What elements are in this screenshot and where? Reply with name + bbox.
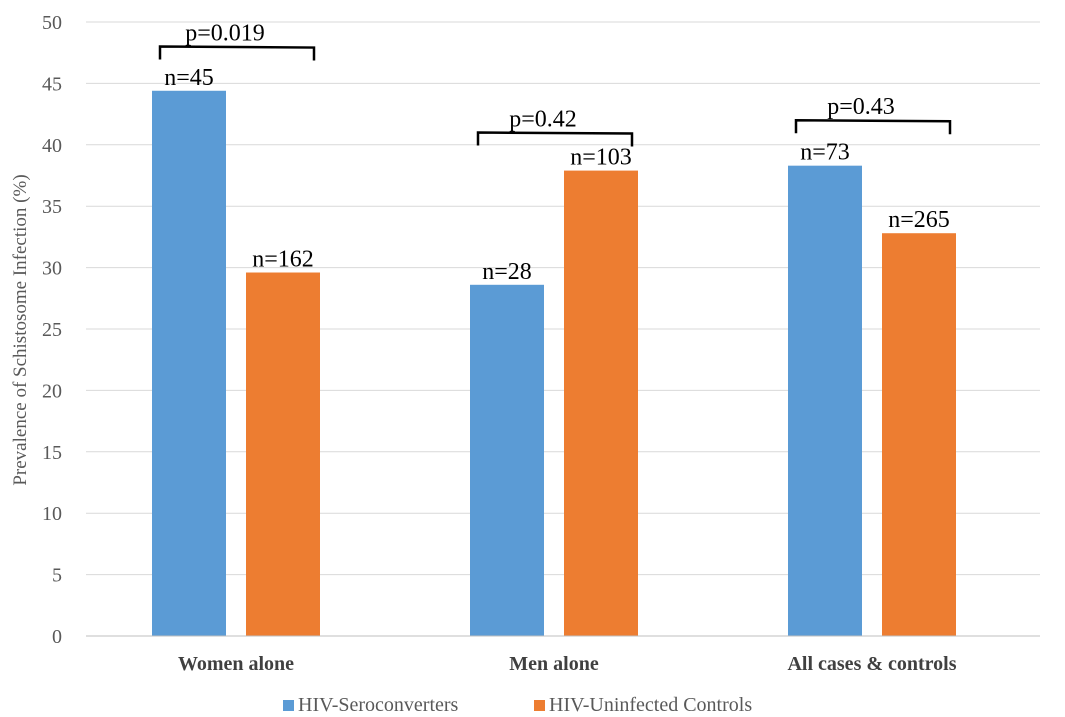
- y-tick-label: 15: [42, 442, 62, 464]
- significance-bracket: [794, 118, 952, 135]
- y-tick-label: 0: [52, 626, 62, 648]
- y-tick-label: 45: [42, 73, 62, 95]
- legend-swatch: [283, 700, 294, 711]
- data-labels: n=45 n=162 n=28 n=103 n=73 n=265: [164, 65, 950, 285]
- y-tick-label: 35: [42, 196, 62, 218]
- y-tick-label: 50: [42, 12, 62, 34]
- category-label: Men alone: [509, 653, 599, 675]
- legend: HIV-Seroconverters HIV-Uninfected Control…: [283, 694, 752, 716]
- significance-bracket: [158, 45, 316, 61]
- p-value-label: p=0.43: [827, 94, 895, 120]
- category-label: All cases & controls: [787, 653, 956, 675]
- bar: [152, 90, 226, 636]
- data-label: n=73: [800, 140, 850, 166]
- y-tick-label: 20: [42, 380, 62, 402]
- y-tick-label: 5: [52, 565, 62, 587]
- bar: [882, 233, 956, 636]
- bar: [788, 165, 862, 636]
- p-value-label: p=0.019: [185, 21, 265, 47]
- y-tick-label: 30: [42, 258, 62, 280]
- data-label: n=28: [482, 259, 532, 285]
- bar: [246, 272, 320, 636]
- legend-entry: HIV-Seroconverters: [298, 694, 459, 716]
- y-tick-label: 40: [42, 135, 62, 157]
- significance-bracket: [476, 131, 634, 147]
- bar: [564, 170, 638, 636]
- data-label: n=162: [252, 247, 314, 273]
- y-axis-label: Prevalence of Schistosome Infection (%): [10, 174, 31, 485]
- y-tick-label: 25: [42, 319, 62, 341]
- legend-swatch: [534, 700, 545, 711]
- legend-entry: HIV-Uninfected Controls: [549, 694, 752, 716]
- data-label: n=103: [570, 145, 632, 171]
- category-labels: Women alone Men alone All cases & controls: [178, 653, 957, 675]
- y-axis-ticks: 0 5 10 15 20 25 30 35 40 45 50: [42, 12, 62, 648]
- p-value-label: p=0.42: [509, 107, 577, 133]
- significance-brackets: p=0.019 p=0.42 p=0.43: [158, 21, 952, 147]
- data-label: n=45: [164, 65, 214, 91]
- y-tick-label: 10: [42, 503, 62, 525]
- bars: [152, 90, 956, 636]
- data-label: n=265: [888, 207, 950, 233]
- bar: [470, 284, 544, 636]
- gridlines: [86, 21, 1040, 576]
- category-label: Women alone: [178, 653, 294, 675]
